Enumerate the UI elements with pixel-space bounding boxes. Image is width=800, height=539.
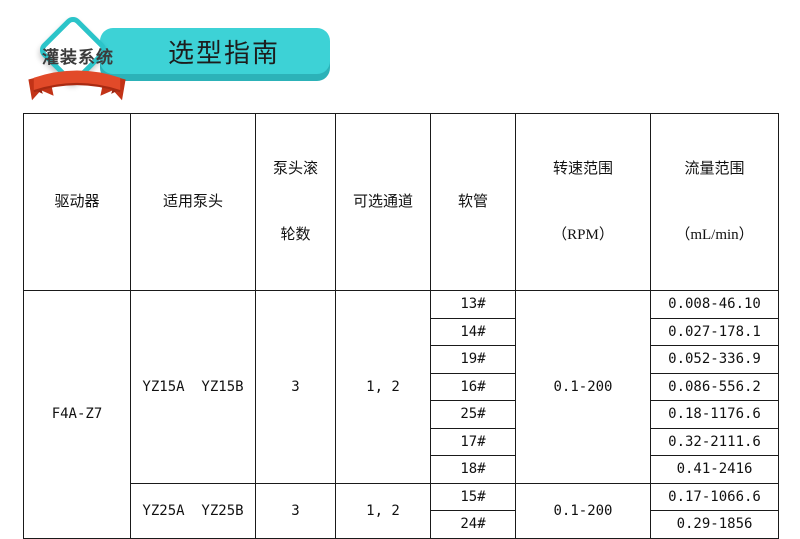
col-header-rollers-line2: 轮数 (280, 227, 311, 243)
col-header-pump-head: 适用泵头 (130, 113, 256, 291)
header: 选型指南 灌装系统 (0, 0, 800, 110)
flow-cell: 0.052-336.9 (650, 345, 779, 374)
pump-head-cell: YZ25A YZ25B (130, 482, 256, 539)
flow-cell: 0.18-1176.6 (650, 400, 779, 429)
flow-cell: 0.027-178.1 (650, 317, 779, 346)
table-row: YZ25A YZ25B 3 1, 2 15# 0.1-200 0.17-1066… (24, 482, 779, 539)
flow-cell: 0.086-556.2 (650, 372, 779, 401)
col-header-rpm-line2: （RPM） (552, 227, 614, 243)
driver-cell: F4A-Z7 (23, 290, 131, 539)
flow-cell: 0.32-2111.6 (650, 427, 779, 456)
hose-cell: 15# (430, 482, 516, 511)
flow-cell: 0.41-2416 (650, 455, 779, 484)
table-row: 14# 0.027-178.1 (24, 317, 779, 346)
channels-cell: 1, 2 (335, 482, 431, 539)
ribbon-icon (28, 70, 126, 101)
hose-cell: 18# (430, 455, 516, 484)
flow-cell: 0.17-1066.6 (650, 482, 779, 511)
title-banner: 选型指南 (100, 28, 330, 74)
channels-cell: 1, 2 (335, 290, 431, 484)
hose-cell: 14# (430, 317, 516, 346)
col-header-flow: 流量范围 （mL/min） (650, 113, 779, 291)
rollers-cell: 3 (255, 290, 336, 484)
header-row: 驱动器 适用泵头 泵头滚 轮数 可选通道 软管 转速范围 （RPM） 流量范围 … (23, 113, 779, 291)
flow-cell: 0.008-46.10 (650, 290, 779, 319)
rpm-cell: 0.1-200 (515, 290, 651, 484)
col-header-rollers: 泵头滚 轮数 (255, 113, 336, 291)
col-header-flow-line2: （mL/min） (675, 227, 754, 243)
hose-cell: 17# (430, 427, 516, 456)
hose-cell: 13# (430, 290, 516, 319)
table-row: 16# 0.086-556.2 (24, 372, 779, 401)
col-header-hose: 软管 (430, 113, 516, 291)
hose-cell: 24# (430, 510, 516, 539)
col-header-flow-line1: 流量范围 (684, 161, 745, 177)
col-header-rpm: 转速范围 （RPM） (515, 113, 651, 291)
col-header-channels: 可选通道 (335, 113, 431, 291)
col-header-rollers-line1: 泵头滚 (272, 161, 318, 177)
selection-table: 驱动器 适用泵头 泵头滚 轮数 可选通道 软管 转速范围 （RPM） 流量范围 … (23, 113, 779, 539)
badge-label: 灌装系统 (42, 48, 114, 67)
col-header-rpm-line1: 转速范围 (552, 161, 613, 177)
page-title: 选型指南 (167, 37, 280, 68)
rollers-cell: 3 (255, 482, 336, 539)
flow-cell: 0.29-1856 (650, 510, 779, 539)
hose-cell: 16# (430, 372, 516, 401)
table-row: 25# 0.18-1176.6 (24, 400, 779, 429)
rpm-cell: 0.1-200 (515, 482, 651, 539)
col-header-driver: 驱动器 (23, 113, 131, 291)
pump-head-cell: YZ15A YZ15B (130, 290, 256, 484)
hose-cell: 25# (430, 400, 516, 429)
table-row: F4A-Z7 YZ15A YZ15B 3 1, 2 13# 0.1-200 0.… (23, 290, 779, 539)
hose-cell: 19# (430, 345, 516, 374)
